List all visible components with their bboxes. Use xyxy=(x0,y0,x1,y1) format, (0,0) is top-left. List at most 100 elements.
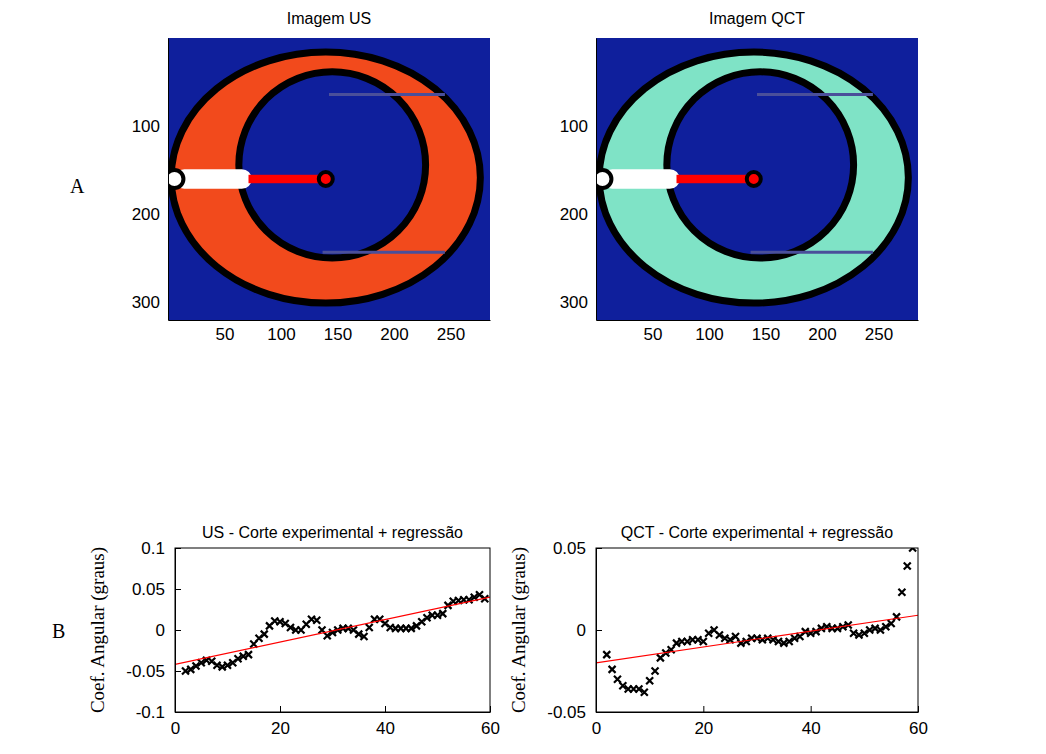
figure: 50100150200250100200300Imagem US50100150… xyxy=(0,0,1046,754)
tick: 0 xyxy=(577,621,602,640)
tick-label: 20 xyxy=(694,719,713,738)
tick-label: 0.05 xyxy=(553,539,586,558)
image-background xyxy=(168,38,490,320)
tick: 150 xyxy=(324,320,352,344)
tick-mark xyxy=(703,706,704,712)
data-point xyxy=(641,689,648,696)
tick-label: 150 xyxy=(752,325,780,344)
panel-label: B xyxy=(52,620,65,642)
axis-line xyxy=(596,39,597,321)
scan-line xyxy=(323,251,445,254)
tick-mark xyxy=(811,706,812,712)
tick: 200 xyxy=(560,205,596,224)
x-axis: 50100150200250 xyxy=(597,320,919,344)
tick-label: -0.05 xyxy=(126,662,165,681)
chart-title: Imagem US xyxy=(287,10,371,27)
pointer-start xyxy=(168,170,183,188)
tick-label: 200 xyxy=(560,205,588,224)
tick-label: 150 xyxy=(324,325,352,344)
data-point xyxy=(366,624,373,631)
tick-mark xyxy=(490,706,491,712)
tick-label: 0 xyxy=(156,621,165,640)
data-point xyxy=(609,666,616,673)
plot-area xyxy=(168,38,490,320)
tick: 0.1 xyxy=(141,539,181,558)
data-point xyxy=(603,651,610,658)
pointer-bar xyxy=(174,169,251,189)
tick-label: 200 xyxy=(808,325,836,344)
tick-label: -0.1 xyxy=(136,703,165,722)
data-point xyxy=(888,620,895,627)
plot-area xyxy=(596,38,918,320)
tick: 100 xyxy=(695,320,723,344)
data-point xyxy=(732,633,739,640)
axis-line xyxy=(176,712,491,713)
tick-label: 0.1 xyxy=(141,539,165,558)
tick-label: 100 xyxy=(695,325,723,344)
tick-label: 100 xyxy=(267,325,295,344)
tick: 200 xyxy=(808,320,836,344)
scan-line xyxy=(329,93,445,96)
tick-mark xyxy=(385,706,386,712)
y-axis: -0.05 0 0.05 xyxy=(547,539,602,722)
y-axis: 100 200 300 xyxy=(560,39,597,321)
tick: 200 xyxy=(380,320,408,344)
scan-line xyxy=(751,251,873,254)
axis-line xyxy=(597,320,919,321)
data-point xyxy=(904,563,911,570)
x-axis: 50 100 150 200 250 xyxy=(169,320,491,344)
data-point xyxy=(614,676,621,683)
image-background xyxy=(596,38,918,320)
tick-label: 40 xyxy=(376,719,395,738)
data-point xyxy=(439,610,446,617)
tick: 250 xyxy=(865,320,893,344)
tick-label: 50 xyxy=(216,325,235,344)
tick: -0.05 xyxy=(547,703,602,722)
tick: 250 xyxy=(437,320,465,344)
regression-line xyxy=(175,597,490,664)
tick: 50 xyxy=(216,320,235,344)
tick-mark xyxy=(596,630,602,631)
data-point xyxy=(646,677,653,684)
tick-mark xyxy=(175,548,181,549)
tick: 0 xyxy=(156,621,181,640)
tick: 300 xyxy=(132,293,168,312)
pointer-center xyxy=(319,172,333,186)
x-axis: 0204060 xyxy=(592,706,928,738)
axis-line xyxy=(168,39,169,321)
tick-mark xyxy=(175,671,181,672)
data-point xyxy=(898,589,905,596)
data-point xyxy=(245,651,252,658)
tick: 60 xyxy=(909,706,928,738)
regression-line xyxy=(596,615,918,663)
axis-line xyxy=(597,712,919,713)
bone-ring xyxy=(599,52,908,303)
y-axis-title: Coef. Angular (graus) xyxy=(508,547,530,713)
y-axis: -0.1 -0.05 0 0.05 0.1 xyxy=(126,539,181,722)
tick: 60 xyxy=(481,706,500,738)
tick-label: 0 xyxy=(592,719,601,738)
chart-title: QCT - Corte experimental + regressão xyxy=(621,524,893,541)
plot-area xyxy=(596,548,918,696)
pointer-line xyxy=(677,175,754,183)
tick: 300 xyxy=(560,293,596,312)
pointer-bar xyxy=(602,169,679,189)
data-point xyxy=(652,668,659,675)
tick-label: 300 xyxy=(132,293,160,312)
tick: 20 xyxy=(271,706,290,738)
panel: 50 100 150 200 250100 200 300 Imagem US xyxy=(132,10,491,344)
data-point xyxy=(700,638,707,645)
tick: 150 xyxy=(752,320,780,344)
tick-label: 250 xyxy=(437,325,465,344)
tick-mark xyxy=(175,589,181,590)
tick-mark xyxy=(175,712,181,713)
tick-label: 200 xyxy=(380,325,408,344)
data-point xyxy=(361,633,368,640)
tick-mark xyxy=(280,706,281,712)
plot-frame xyxy=(175,548,490,712)
tick-label: 0.05 xyxy=(132,580,165,599)
x-axis: 0204060 xyxy=(171,706,500,738)
plot-frame xyxy=(596,548,918,712)
axis-line xyxy=(169,320,491,321)
tick-label: 100 xyxy=(560,117,588,136)
